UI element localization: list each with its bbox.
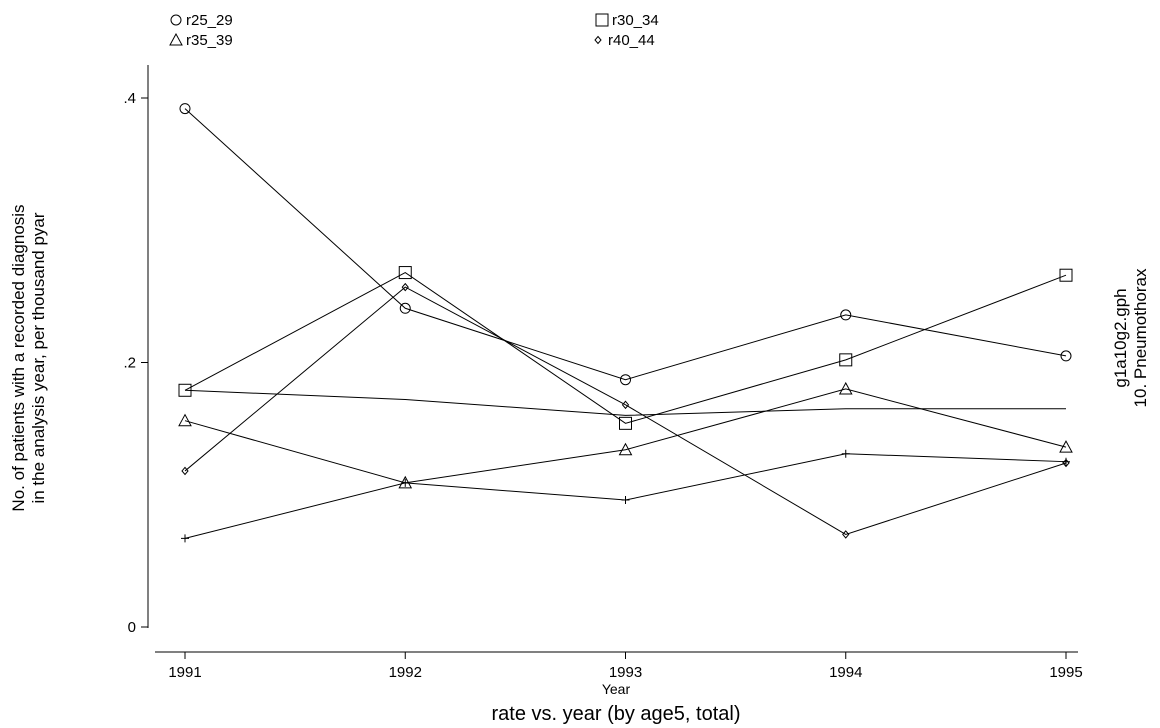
- data-point-diamond: [842, 530, 850, 539]
- legend-label-r30_34: r30_34: [612, 12, 659, 29]
- data-point-square: [619, 416, 632, 430]
- y-ticks: 0 .2 .4: [123, 90, 148, 636]
- data-point-triangle: [178, 413, 192, 427]
- data-point-circle: [1060, 350, 1072, 362]
- y-axis-label-line-2: in the analysis year, per thousand pyar: [29, 212, 48, 503]
- series-line-r35_39: [184, 388, 1067, 484]
- data-point-circle: [620, 374, 631, 386]
- data-point-triangle: [618, 442, 633, 456]
- series-markers: [178, 103, 1073, 543]
- x-ticks: 1991 1992 1993 1994 1995: [168, 652, 1083, 681]
- data-point-diamond: [181, 466, 189, 476]
- legend-label-r40_44: r40_44: [608, 32, 655, 49]
- right-label-line-1: g1a10g2.gph: [1111, 288, 1130, 387]
- data-point-circle: [399, 302, 411, 314]
- data-point-plus: [401, 478, 410, 487]
- data-point-square: [178, 383, 192, 397]
- legend: r25_29 r30_34 r35_39 r40_44: [169, 12, 659, 49]
- data-point-plus: [181, 534, 189, 543]
- series-line-unnamed-5: [184, 389, 1066, 416]
- series-line-r25_29: [184, 108, 1067, 381]
- chart-title: rate vs. year (by age5, total): [491, 703, 740, 725]
- x-tick-label: 1992: [389, 664, 422, 681]
- data-point-triangle: [838, 381, 853, 395]
- legend-marker-circle: [170, 14, 182, 26]
- legend-marker-square: [595, 13, 609, 27]
- x-tick-label: 1993: [609, 664, 642, 681]
- series-line-r40_44: [184, 286, 1067, 535]
- data-point-triangle: [1059, 440, 1073, 453]
- y-tick-label: .2: [123, 355, 136, 372]
- series-line-r30_34: [184, 271, 1067, 424]
- x-tick-label: 1994: [829, 664, 862, 681]
- right-label-line-2: 10. Pneumothorax: [1131, 268, 1150, 407]
- data-point-plus: [841, 449, 850, 458]
- data-point-circle: [179, 103, 191, 115]
- data-point-square: [398, 266, 412, 280]
- y-axis-label-line-1: No. of patients with a recorded diagnosi…: [9, 204, 28, 511]
- data-point-diamond: [621, 400, 630, 410]
- legend-label-r35_39: r35_39: [186, 32, 233, 49]
- x-axis-label: Year: [602, 681, 631, 697]
- legend-marker-diamond: [594, 35, 602, 45]
- data-point-diamond: [401, 282, 409, 292]
- data-point-square: [839, 353, 853, 367]
- series-lines: [184, 108, 1067, 539]
- y-tick-label: 0: [128, 619, 136, 636]
- axes: [147, 65, 1078, 653]
- x-tick-label: 1995: [1049, 664, 1082, 681]
- y-tick-label: .4: [123, 90, 136, 107]
- data-point-circle: [840, 309, 852, 321]
- data-point-plus: [1062, 457, 1070, 466]
- x-tick-label: 1991: [168, 664, 201, 681]
- data-point-square: [1059, 268, 1073, 282]
- data-point-plus: [621, 496, 630, 505]
- legend-label-r25_29: r25_29: [186, 12, 233, 29]
- legend-marker-triangle: [169, 32, 183, 46]
